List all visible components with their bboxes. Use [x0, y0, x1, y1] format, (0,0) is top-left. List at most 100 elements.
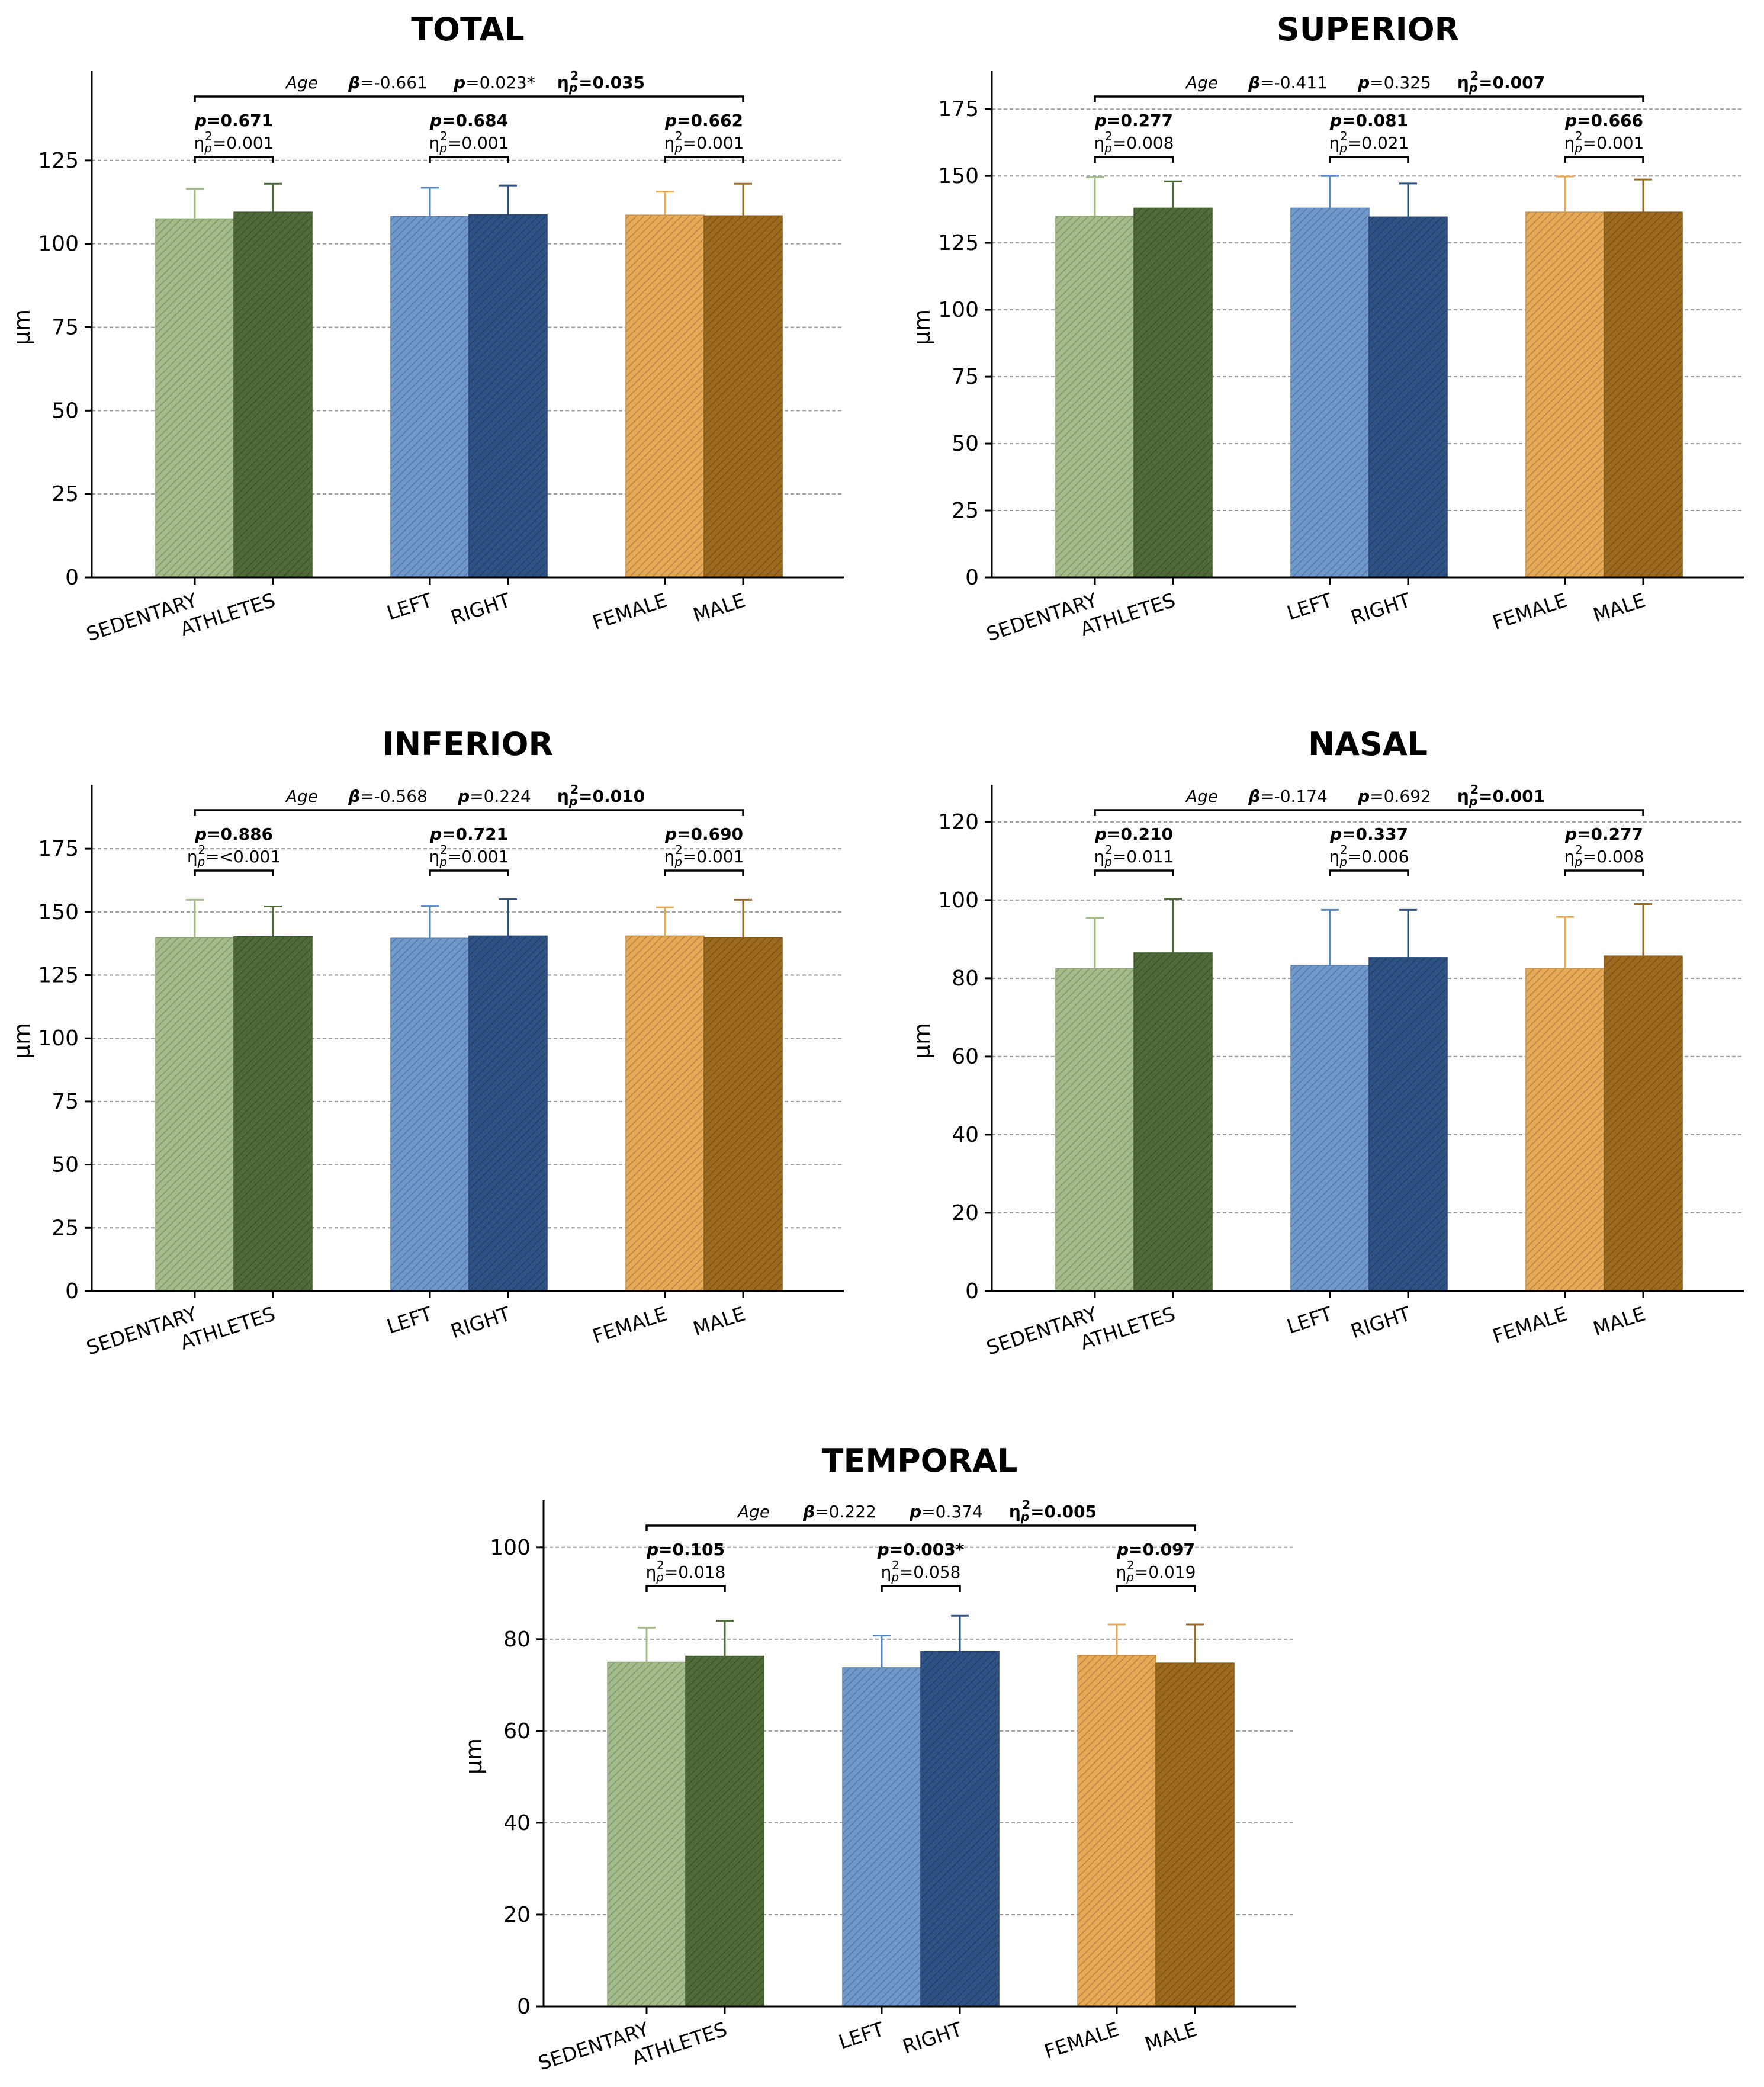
comparison-eta: ηp2=0.011 [1094, 843, 1174, 869]
age-eta: ηp2=0.010 [557, 782, 645, 808]
comparison-p: p=0.081 [1329, 111, 1408, 130]
y-tick-label: 25 [52, 482, 79, 506]
bar-right [468, 935, 548, 1292]
comparison-p: p=0.690 [664, 824, 743, 844]
chart-title: INFERIOR [383, 725, 553, 763]
y-axis-label: µm [9, 309, 35, 345]
y-tick-label: 40 [952, 1123, 979, 1147]
bar-right [1368, 216, 1448, 578]
y-tick-label: 40 [503, 1811, 531, 1835]
age-eta: ηp2=0.005 [1009, 1498, 1097, 1524]
bar-right [920, 1651, 1000, 2007]
y-tick-label: 20 [952, 1201, 979, 1225]
y-tick-label: 100 [938, 888, 979, 913]
y-tick-label: 25 [52, 1216, 79, 1240]
age-p: p=0.374 [909, 1502, 983, 1521]
bar-sedentary [607, 1661, 686, 2007]
comparison-bracket [664, 869, 744, 876]
axes [991, 71, 1744, 579]
age-p: p=0.692 [1357, 786, 1431, 806]
comparison-p: p=0.277 [1094, 111, 1173, 130]
x-tick-label-female: FEMALE [1042, 2018, 1122, 2063]
bar-male [703, 937, 783, 1292]
bar-female [625, 214, 705, 578]
y-tick-label: 0 [65, 566, 79, 590]
age-beta: β=-0.411 [1248, 73, 1328, 92]
comparison-eta: ηp2=0.001 [664, 129, 744, 155]
bar-athletes [1133, 207, 1213, 578]
y-tick-label: 50 [52, 399, 79, 423]
bar-male [1604, 955, 1683, 1292]
age-bracket [645, 1524, 1196, 1531]
age-label: Age [285, 73, 318, 92]
comparison-bracket [645, 1585, 726, 1592]
x-tick-label-left: LEFT [1284, 588, 1335, 624]
x-tick-label-female: FEMALE [1490, 589, 1570, 634]
comparison-eta: ηp2=0.018 [646, 1558, 726, 1584]
chart-title: TOTAL [411, 11, 525, 48]
bar-sedentary [1055, 968, 1135, 1292]
chart-panel-superior: SUPERIOR0255075100125150175µmSEDENTARYAT… [909, 11, 1744, 646]
x-tick-label-right: RIGHT [448, 588, 513, 629]
y-tick-label: 25 [952, 499, 979, 523]
bar-sedentary [1055, 216, 1135, 578]
age-beta: β=-0.568 [348, 786, 428, 806]
comparison-eta: ηp2=0.001 [664, 843, 744, 869]
comparison-bracket [1329, 156, 1409, 163]
y-tick-label: 50 [952, 432, 979, 456]
y-tick-label: 125 [938, 231, 979, 255]
bar-female [625, 935, 705, 1292]
comparison-eta: ηp2=0.008 [1564, 843, 1644, 869]
bar-female [1525, 211, 1605, 578]
comparison-eta: ηp2=0.001 [429, 129, 509, 155]
y-axis-label: µm [9, 1023, 35, 1059]
x-tick-label-left: LEFT [836, 2017, 887, 2053]
y-tick-label: 125 [38, 964, 79, 988]
y-tick-label: 120 [938, 810, 979, 834]
y-tick-label: 175 [38, 837, 79, 861]
y-tick-label: 80 [503, 1627, 531, 1652]
chart-panel-inferior: INFERIOR0255075100125150175µmSEDENTARYAT… [9, 725, 844, 1360]
x-tick-label-male: MALE [1591, 1302, 1649, 1341]
comparison-eta: ηp2=0.001 [1564, 129, 1644, 155]
age-p: p=0.224 [457, 786, 531, 806]
age-bracket [1094, 809, 1644, 816]
y-tick-label: 0 [65, 1279, 79, 1303]
comparison-eta: ηp2=0.008 [1094, 129, 1174, 155]
comparison-bracket [1564, 869, 1644, 876]
bar-left [1290, 965, 1370, 1292]
chart-title: NASAL [1308, 725, 1428, 763]
comparison-p: p=0.337 [1329, 824, 1408, 844]
x-tick-label-right: RIGHT [448, 1302, 513, 1343]
y-tick-label: 75 [52, 316, 79, 340]
y-tick-label: 0 [965, 566, 979, 590]
y-tick-label: 150 [938, 164, 979, 188]
bar-athletes [685, 1655, 764, 2007]
y-tick-label: 0 [517, 1995, 531, 2019]
comparison-eta: ηp2=0.021 [1329, 129, 1409, 155]
bar-right [1368, 957, 1448, 1292]
age-beta: β=0.222 [802, 1502, 876, 1521]
bar-athletes [233, 211, 313, 578]
comparison-p: p=0.277 [1564, 824, 1643, 844]
comparison-p: p=0.671 [194, 111, 273, 130]
comparison-bracket [1094, 869, 1174, 876]
x-tick-label-left: LEFT [384, 1302, 435, 1338]
x-tick-label-female: FEMALE [590, 589, 670, 634]
y-axis-label: µm [909, 1023, 935, 1059]
age-eta: ηp2=0.001 [1457, 782, 1545, 808]
y-tick-label: 100 [490, 1536, 531, 1560]
bar-left [1290, 207, 1370, 578]
comparison-bracket [1094, 156, 1174, 163]
y-tick-label: 0 [965, 1279, 979, 1303]
age-p: p=0.325 [1357, 73, 1431, 92]
age-label: Age [1185, 786, 1218, 806]
age-label: Age [285, 786, 318, 806]
x-tick-label-male: MALE [1142, 2018, 1200, 2056]
x-tick-label-male: MALE [690, 589, 748, 627]
comparison-bracket [1564, 156, 1644, 163]
bar-female [1525, 968, 1605, 1292]
age-bracket [1094, 95, 1644, 102]
age-p: p=0.023* [453, 73, 535, 92]
comparison-eta: ηp2=0.006 [1329, 843, 1409, 869]
